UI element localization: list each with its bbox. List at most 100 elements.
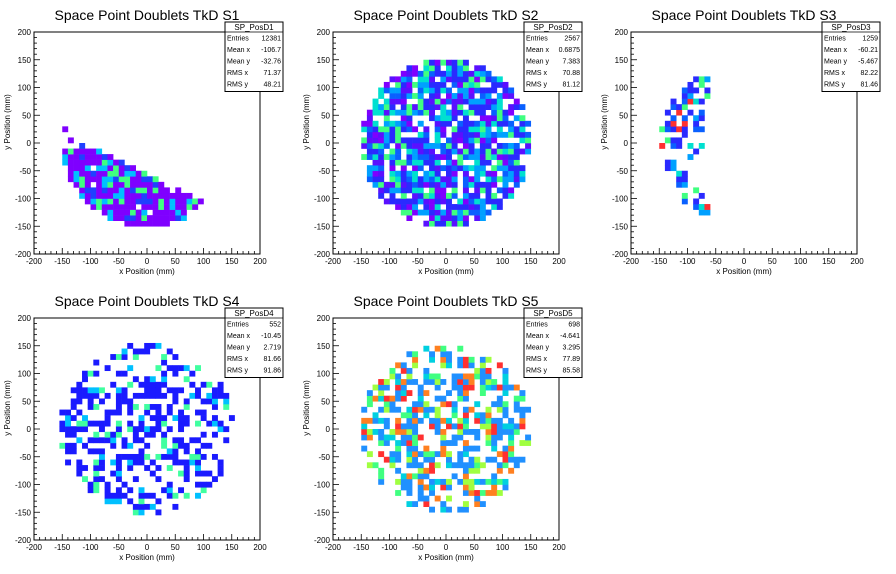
- histogram-bin: [446, 59, 452, 66]
- histogram-bin: [84, 181, 91, 188]
- stats-label: RMS x: [824, 70, 846, 77]
- histogram-bin: [372, 143, 379, 149]
- x-tick-label: 200: [850, 257, 864, 266]
- histogram-bin: [189, 370, 196, 377]
- histogram-bin: [513, 104, 520, 110]
- x-tick-label: 150: [524, 543, 538, 552]
- histogram-bin: [383, 401, 390, 408]
- histogram-bin: [519, 104, 526, 110]
- histogram-bin: [412, 379, 419, 385]
- histogram-bin: [412, 440, 419, 446]
- histogram-bin: [446, 143, 452, 149]
- histogram-bin: [474, 87, 481, 94]
- histogram-bin: [372, 462, 379, 469]
- histogram-bin: [378, 390, 385, 396]
- histogram-bin: [372, 109, 379, 116]
- stats-value: -4.641: [560, 333, 580, 340]
- histogram-bin: [462, 70, 469, 77]
- x-tick-label: 0: [742, 257, 747, 266]
- x-tick-label: 200: [253, 543, 267, 552]
- histogram-bin: [383, 456, 390, 463]
- histogram-bin: [474, 462, 481, 469]
- histogram-bin: [457, 456, 464, 463]
- histogram-bin: [446, 165, 452, 172]
- histogram-bin: [147, 204, 153, 210]
- histogram-bin: [96, 204, 103, 210]
- histogram-bin: [96, 170, 103, 177]
- histogram-bin: [457, 384, 464, 391]
- histogram-bin: [406, 176, 413, 183]
- histogram-bin: [172, 453, 179, 460]
- histogram-bin: [172, 437, 179, 444]
- histogram-bin: [104, 431, 111, 438]
- histogram-bin: [406, 456, 413, 463]
- histogram-bin: [378, 379, 385, 385]
- histogram-bin: [107, 215, 114, 221]
- histogram-bin: [395, 109, 402, 116]
- histogram-bin: [217, 459, 224, 466]
- histogram-bin: [412, 192, 419, 199]
- histogram-bin: [676, 126, 683, 133]
- histogram-bin: [434, 165, 441, 172]
- histogram-bin: [93, 470, 100, 477]
- histogram-bin: [406, 406, 413, 413]
- histogram-bin: [206, 392, 213, 399]
- histogram-bin: [451, 115, 458, 122]
- histogram-bin: [98, 426, 105, 433]
- histogram-bin: [451, 137, 458, 144]
- histogram-bin: [130, 181, 136, 188]
- histogram-bin: [412, 204, 419, 210]
- histogram-bin: [474, 70, 481, 77]
- histogram-bin: [491, 456, 498, 463]
- histogram-bin: [440, 120, 447, 127]
- histogram-bin: [90, 148, 97, 155]
- histogram-bin: [406, 170, 413, 177]
- histogram-bin: [440, 115, 447, 122]
- y-tick-label: 150: [317, 56, 331, 65]
- histogram-bin: [372, 137, 379, 144]
- histogram-bin: [681, 120, 688, 127]
- histogram-bin: [474, 131, 481, 138]
- histogram-bin: [451, 181, 458, 188]
- histogram-bin: [491, 440, 498, 446]
- histogram-bin: [195, 492, 201, 499]
- histogram-bin: [676, 181, 683, 188]
- histogram-bin: [474, 76, 481, 83]
- histogram-bin: [121, 370, 128, 377]
- histogram-bin: [372, 165, 379, 172]
- histogram-bin: [440, 345, 447, 352]
- histogram-bin: [186, 192, 193, 199]
- histogram-bin: [144, 348, 151, 355]
- histogram-bin: [423, 401, 430, 408]
- histogram-bin: [82, 376, 88, 383]
- histogram-bin: [383, 143, 390, 149]
- histogram-bin: [423, 198, 430, 205]
- histogram-bin: [67, 148, 74, 155]
- histogram-bin: [457, 165, 464, 172]
- histogram-bin: [395, 379, 402, 385]
- histogram-bin: [412, 362, 419, 369]
- histogram-bin: [468, 462, 475, 469]
- histogram-bin: [429, 59, 435, 66]
- histogram-bin: [446, 495, 452, 502]
- histogram-bin: [519, 126, 526, 133]
- x-tick-label: -100: [679, 257, 696, 266]
- histogram-bin: [508, 456, 515, 463]
- histogram-bin: [366, 434, 373, 441]
- histogram-bin: [468, 379, 475, 385]
- histogram-bin: [395, 440, 402, 446]
- histogram-bin: [87, 487, 94, 494]
- histogram-bin: [406, 187, 413, 194]
- histogram-bin: [166, 365, 173, 372]
- histogram-bin: [468, 176, 475, 183]
- histogram-bin: [161, 437, 168, 444]
- histogram-bin: [434, 98, 441, 105]
- stats-label: Mean y: [526, 345, 549, 352]
- histogram-bin: [183, 448, 190, 455]
- histogram-bin: [400, 170, 407, 177]
- histogram-bin: [457, 198, 464, 205]
- histogram-bin: [192, 198, 199, 205]
- histogram-bin: [423, 148, 430, 155]
- histogram-bin: [82, 370, 88, 377]
- histogram-bin: [96, 176, 103, 183]
